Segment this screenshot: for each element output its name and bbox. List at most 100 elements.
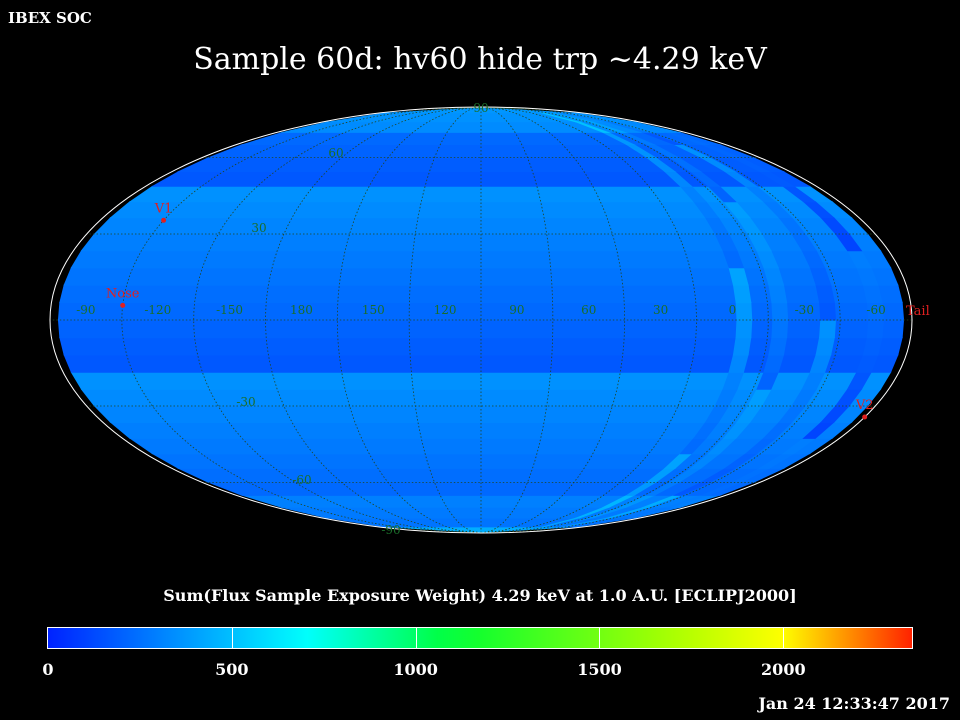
flux-cell xyxy=(768,336,788,356)
flux-cell xyxy=(604,121,651,133)
map-title: Sample 60d: hv60 hide trp ~4.29 keV xyxy=(193,42,767,77)
flux-cell xyxy=(771,301,789,321)
flux-cell xyxy=(730,157,771,172)
flux-cell xyxy=(856,354,879,373)
flux-cell xyxy=(778,405,807,423)
flux-cell xyxy=(714,233,738,252)
latitude-label: -90 xyxy=(381,523,400,537)
longitude-label: 180 xyxy=(290,303,313,317)
flux-cell xyxy=(707,437,737,455)
flux-cell xyxy=(76,388,890,407)
flux-cell xyxy=(763,267,785,286)
colorbar-tick xyxy=(415,628,417,648)
colorbar-tick xyxy=(783,628,785,648)
flux-cell xyxy=(645,157,677,172)
flux-cell xyxy=(791,233,818,252)
flux-cell xyxy=(689,453,721,469)
marker-dot xyxy=(120,302,126,308)
longitude-label: -150 xyxy=(216,303,243,317)
latitude-label: -30 xyxy=(236,395,255,409)
flux-cell xyxy=(558,517,613,528)
flux-cell xyxy=(801,371,826,390)
meridian-line xyxy=(480,107,769,533)
flux-cell xyxy=(625,481,658,496)
colorbar-tick-label: 1000 xyxy=(393,660,438,679)
flux-cell xyxy=(704,217,730,235)
flux-cell xyxy=(601,132,636,145)
flux-cell xyxy=(862,336,883,356)
flux-cell xyxy=(672,481,712,496)
flux-cell xyxy=(722,421,751,439)
flux-cell xyxy=(76,233,890,252)
flux-cell xyxy=(728,354,749,373)
flux-cell xyxy=(732,336,752,356)
flux-cell xyxy=(736,405,763,423)
flux-cell xyxy=(763,354,785,373)
flux-cell xyxy=(663,132,711,145)
flux-cell xyxy=(66,371,900,390)
flux-cell xyxy=(539,112,582,123)
flux-cell xyxy=(728,267,749,286)
flux-cell xyxy=(641,132,684,145)
colorbar-tick xyxy=(599,628,601,648)
flux-cell xyxy=(569,112,631,123)
flux-cell xyxy=(237,132,727,145)
flux-cell xyxy=(762,201,793,219)
flux-cell xyxy=(668,157,702,172)
flux-cell xyxy=(744,437,777,455)
longitude-label: -60 xyxy=(866,303,885,317)
longitude-label: -30 xyxy=(795,303,814,317)
flux-cell xyxy=(815,336,835,356)
marker-label: V2 xyxy=(855,398,874,413)
flux-cell xyxy=(791,388,818,407)
colorbar-tick-label: 0 xyxy=(42,660,54,679)
flux-cell xyxy=(679,185,707,203)
flux-cell xyxy=(834,233,863,252)
flux-cell xyxy=(699,468,737,483)
marker-label: V1 xyxy=(154,201,173,216)
flux-cell xyxy=(781,437,817,455)
longitude-label: 0 xyxy=(729,303,737,317)
flux-cell xyxy=(558,112,613,123)
flux-cell xyxy=(569,517,631,528)
flux-cell xyxy=(730,468,771,483)
flux-cell xyxy=(54,319,912,339)
flux-cell xyxy=(699,144,743,159)
flux-cell xyxy=(663,171,693,187)
flux-cell xyxy=(237,495,727,508)
flux-cell xyxy=(479,107,566,114)
map-markers: V1 Nose V2 Tail xyxy=(106,201,930,420)
meridian-line xyxy=(265,107,482,533)
flux-cell xyxy=(756,371,779,390)
colorbar-tick xyxy=(231,628,233,648)
longitude-label: -120 xyxy=(144,303,171,317)
graticule xyxy=(50,107,912,533)
flux-cell xyxy=(645,468,677,483)
longitude-label: 90 xyxy=(509,303,524,317)
marker-dot xyxy=(161,217,167,223)
flux-cell xyxy=(672,144,712,159)
flux-cell xyxy=(147,171,818,187)
flux-cell xyxy=(106,201,860,219)
flux-cell xyxy=(618,132,657,145)
flux-cell xyxy=(815,284,835,304)
flux-cell xyxy=(762,421,793,439)
corner-label: IBEX SOC xyxy=(8,9,92,27)
flux-cell xyxy=(735,301,753,321)
flux-cell xyxy=(66,250,900,269)
flux-cell xyxy=(736,217,763,235)
flux-cell xyxy=(379,107,584,114)
flux-cell xyxy=(668,468,702,483)
flux-cell xyxy=(699,481,743,496)
flux-cell xyxy=(801,250,826,269)
marker-dot xyxy=(862,414,868,420)
flux-strips xyxy=(54,107,912,533)
flux-cell xyxy=(722,250,745,269)
flux-cell xyxy=(866,319,884,339)
flux-cell xyxy=(604,507,651,519)
flux-cell xyxy=(573,507,611,519)
flux-cell xyxy=(866,301,884,321)
timestamp: Jan 24 12:33:47 2017 xyxy=(758,694,950,713)
flux-cell xyxy=(625,144,658,159)
flux-cell xyxy=(802,421,835,439)
